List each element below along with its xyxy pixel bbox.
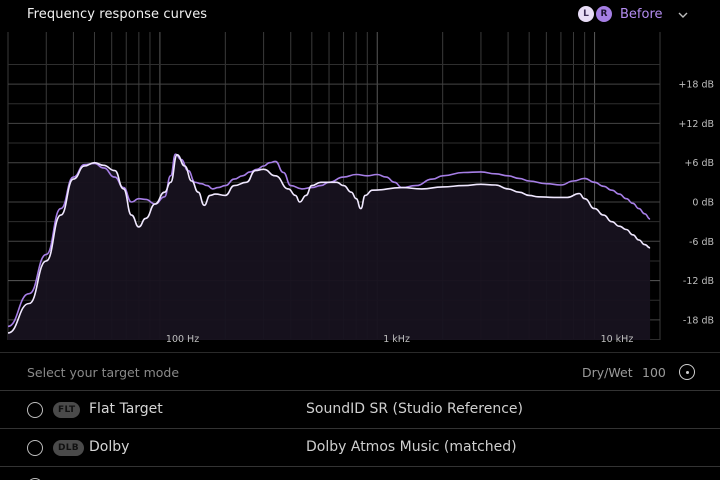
y-tick-label: 0 dB <box>692 198 714 209</box>
channel-badges: L R <box>578 6 612 22</box>
y-tick-label: +12 dB <box>678 119 714 130</box>
radio-button[interactable] <box>27 440 43 456</box>
view-mode-select[interactable]: Before <box>620 7 663 22</box>
drywet-label: Dry/Wet <box>582 365 633 380</box>
frequency-response-chart: 100 Hz 1 kHz 10 kHz +18 dB +12 dB +6 dB 0 dB -6… <box>0 32 720 352</box>
panel-header: Frequency response curves L R Before <box>0 0 720 32</box>
x-tick-label: 1 kHz <box>383 334 410 345</box>
option-tag: DLB <box>53 440 84 456</box>
drywet-value[interactable]: 100 <box>642 365 666 380</box>
option-tag: FLT <box>53 402 81 418</box>
y-tick-label: +6 dB <box>684 158 714 169</box>
panel-title: Frequency response curves <box>27 7 208 22</box>
chart-labels: 100 Hz 1 kHz 10 kHz +18 dB +12 dB +6 dB 0 dB -6… <box>166 80 714 345</box>
option-description: Dolby Atmos Music (matched) <box>306 439 517 455</box>
x-tick-label: 100 Hz <box>166 334 199 345</box>
radio-button[interactable] <box>27 402 43 418</box>
target-option-next[interactable] <box>0 466 720 480</box>
y-tick-label: -12 dB <box>683 276 714 287</box>
target-option-flat[interactable]: FLT Flat Target SoundID SR (Studio Refer… <box>0 390 720 428</box>
chevron-down-icon[interactable] <box>676 8 690 22</box>
series-line-l <box>7 154 651 334</box>
y-tick-label: +18 dB <box>678 80 714 91</box>
chart-lines <box>7 153 651 334</box>
y-tick-label: -18 dB <box>683 315 714 326</box>
left-channel-badge[interactable]: L <box>578 6 594 22</box>
target-mode-row: Select your target mode Dry/Wet 100 <box>0 352 720 390</box>
option-name: Dolby <box>89 439 130 455</box>
frequency-response-svg: 100 Hz 1 kHz 10 kHz +18 dB +12 dB +6 dB 0 dB -6… <box>7 32 714 345</box>
drywet-knob[interactable] <box>679 364 695 380</box>
curve-fill-area <box>8 154 651 340</box>
option-description: SoundID SR (Studio Reference) <box>306 401 523 417</box>
target-option-dolby[interactable]: DLB Dolby Dolby Atmos Music (matched) <box>0 428 720 466</box>
y-tick-label: -6 dB <box>689 237 714 248</box>
right-channel-badge[interactable]: R <box>596 6 612 22</box>
series-line-r <box>7 153 651 328</box>
target-mode-label: Select your target mode <box>27 365 180 380</box>
option-name: Flat Target <box>89 401 163 417</box>
chart-fill <box>8 154 651 340</box>
x-tick-label: 10 kHz <box>601 334 634 345</box>
